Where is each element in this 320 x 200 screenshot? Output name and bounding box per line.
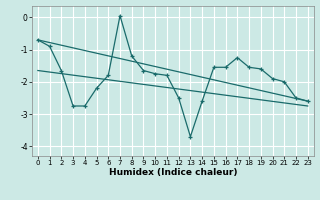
X-axis label: Humidex (Indice chaleur): Humidex (Indice chaleur) bbox=[108, 168, 237, 177]
